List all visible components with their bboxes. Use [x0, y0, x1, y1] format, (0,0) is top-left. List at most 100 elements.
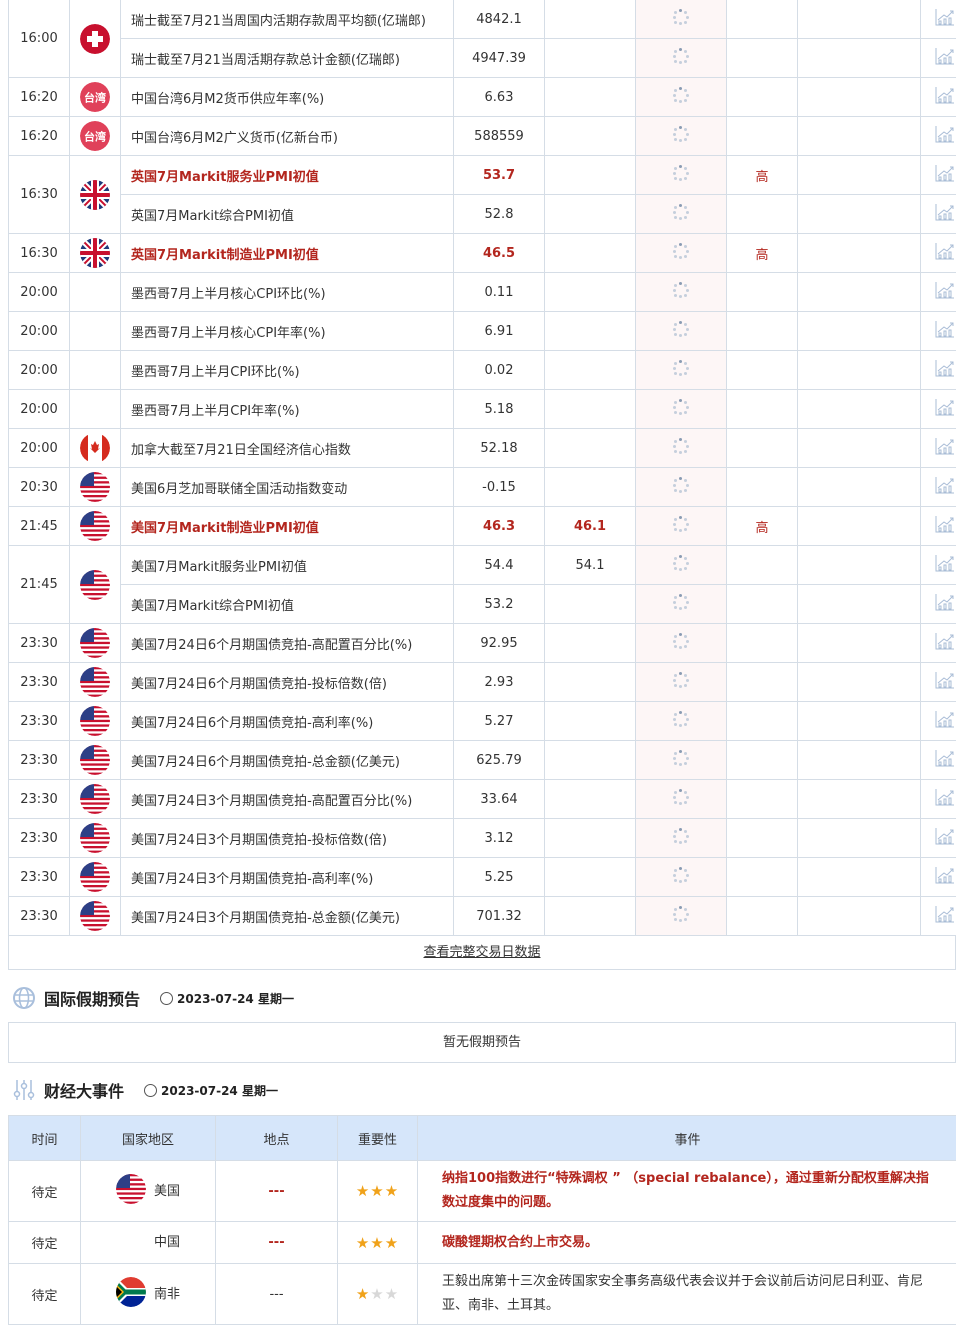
chart-icon[interactable]	[935, 554, 955, 572]
loading-icon	[673, 555, 689, 571]
chart-cell[interactable]	[921, 780, 956, 819]
chart-icon[interactable]	[935, 437, 955, 455]
previous-value: 701.32	[454, 897, 545, 936]
chart-icon[interactable]	[935, 515, 955, 533]
us-flag-icon	[80, 472, 110, 502]
previous-value: 92.95	[454, 624, 545, 663]
forecast-value	[545, 0, 636, 39]
chart-cell[interactable]	[921, 351, 956, 390]
chart-cell[interactable]	[921, 273, 956, 312]
chart-cell[interactable]	[921, 741, 956, 780]
uk-flag-icon	[80, 238, 110, 268]
chart-cell[interactable]	[921, 429, 956, 468]
chart-cell[interactable]	[921, 468, 956, 507]
col-time: 时间	[9, 1116, 81, 1161]
chart-icon[interactable]	[935, 788, 955, 806]
chart-cell[interactable]	[921, 234, 956, 273]
actual-value-loading	[636, 780, 727, 819]
forecast-value	[545, 468, 636, 507]
impact	[798, 234, 921, 273]
chart-cell[interactable]	[921, 78, 956, 117]
actual-value-loading	[636, 858, 727, 897]
indicator-name: 美国7月24日3个月期国债竞拍-投标倍数(倍)	[121, 819, 454, 858]
loading-icon	[673, 828, 689, 844]
chart-cell[interactable]	[921, 819, 956, 858]
previous-value: 54.4	[454, 546, 545, 585]
previous-value: 6.91	[454, 312, 545, 351]
chart-cell[interactable]	[921, 117, 956, 156]
importance	[727, 429, 798, 468]
switzerland-flag-icon	[80, 24, 110, 54]
indicator-name: 中国台湾6月M2货币供应年率(%)	[121, 78, 454, 117]
chart-icon[interactable]	[935, 866, 955, 884]
impact	[798, 780, 921, 819]
indicator-name: 英国7月Markit制造业PMI初值	[121, 234, 454, 273]
taiwan-flag-icon: 台湾	[80, 82, 110, 112]
chart-icon[interactable]	[935, 632, 955, 650]
event-time: 23:30	[9, 741, 70, 780]
chart-cell[interactable]	[921, 390, 956, 429]
chart-icon[interactable]	[935, 8, 955, 26]
star-icon: ★	[356, 1182, 370, 1200]
chart-cell[interactable]	[921, 585, 956, 624]
chart-icon[interactable]	[935, 749, 955, 767]
chart-cell[interactable]	[921, 312, 956, 351]
chart-icon[interactable]	[935, 593, 955, 611]
chart-icon[interactable]	[935, 905, 955, 923]
chart-cell[interactable]	[921, 156, 956, 195]
event-time: 16:30	[9, 156, 70, 234]
indicator-name: 加拿大截至7月21日全国经济信心指数	[121, 429, 454, 468]
forecast-value	[545, 39, 636, 78]
chart-icon[interactable]	[935, 476, 955, 494]
loading-icon	[673, 516, 689, 532]
previous-value: 33.64	[454, 780, 545, 819]
chart-icon[interactable]	[935, 398, 955, 416]
chart-cell[interactable]	[921, 39, 956, 78]
chart-cell[interactable]	[921, 897, 956, 936]
forecast-value	[545, 780, 636, 819]
chart-icon[interactable]	[935, 827, 955, 845]
chart-cell[interactable]	[921, 702, 956, 741]
chart-icon[interactable]	[935, 359, 955, 377]
chart-cell[interactable]	[921, 663, 956, 702]
importance: 高	[727, 507, 798, 546]
forecast-value	[545, 585, 636, 624]
star-icon: ★	[385, 1234, 399, 1252]
country-flag	[70, 624, 121, 663]
event-time: 21:45	[9, 507, 70, 546]
chart-cell[interactable]	[921, 0, 956, 39]
impact	[798, 897, 921, 936]
chart-icon[interactable]	[935, 125, 955, 143]
view-full-data-link[interactable]: 查看完整交易日数据	[423, 945, 540, 960]
chart-icon[interactable]	[935, 320, 955, 338]
chart-icon[interactable]	[935, 671, 955, 689]
event-time: 20:00	[9, 273, 70, 312]
chart-cell[interactable]	[921, 624, 956, 663]
chart-icon[interactable]	[935, 47, 955, 65]
chart-icon[interactable]	[935, 86, 955, 104]
actual-value-loading	[636, 663, 727, 702]
chart-cell[interactable]	[921, 858, 956, 897]
previous-value: 53.7	[454, 156, 545, 195]
chart-cell[interactable]	[921, 195, 956, 234]
chart-icon[interactable]	[935, 710, 955, 728]
event-importance: ★★★	[338, 1264, 418, 1325]
chart-icon[interactable]	[935, 281, 955, 299]
chart-icon[interactable]	[935, 164, 955, 182]
chart-cell[interactable]	[921, 546, 956, 585]
chart-icon[interactable]	[935, 242, 955, 260]
chart-cell[interactable]	[921, 507, 956, 546]
event-place: ---	[216, 1264, 338, 1325]
indicator-name: 美国7月24日6个月期国债竞拍-投标倍数(倍)	[121, 663, 454, 702]
indicator-name: 墨西哥7月上半月CPI环比(%)	[121, 351, 454, 390]
event-place: ---	[216, 1161, 338, 1222]
indicator-name: 美国7月Markit制造业PMI初值	[121, 507, 454, 546]
chart-icon[interactable]	[935, 203, 955, 221]
